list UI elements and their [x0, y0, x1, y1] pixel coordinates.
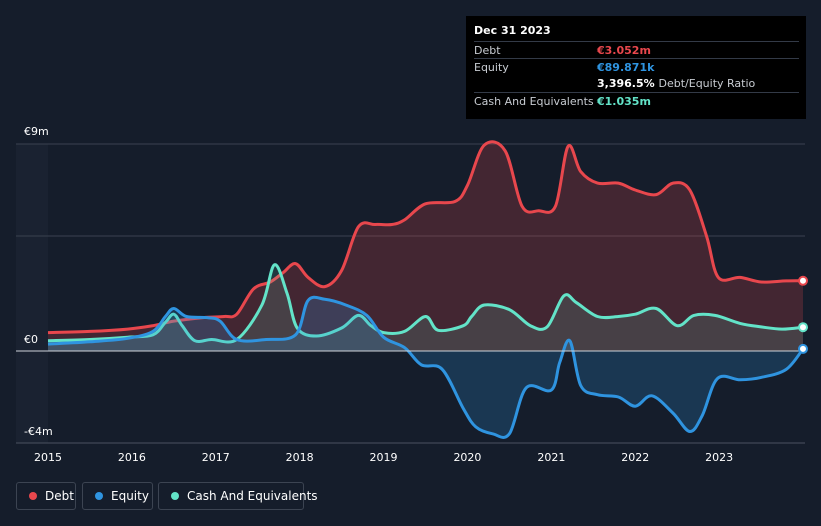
y-tick-label: -€4m — [24, 425, 53, 438]
tooltip-row-cash: Cash And Equivalents €1.035m — [474, 92, 799, 110]
tooltip-equity-value: €89.871k — [597, 61, 655, 74]
x-tick-label: 2020 — [453, 451, 481, 464]
debt-line — [47, 140, 804, 335]
tooltip-row-ratio: 3,396.5% Debt/Equity Ratio — [474, 75, 799, 92]
tooltip-ratio-line: 3,396.5% Debt/Equity Ratio — [597, 77, 755, 90]
x-tick-label: 2019 — [370, 451, 398, 464]
tooltip-cash-label: Cash And Equivalents — [474, 95, 594, 108]
cash-end-marker — [798, 322, 808, 333]
x-tick-label: 2022 — [621, 451, 649, 464]
tooltip-debt-label: Debt — [474, 44, 501, 57]
x-tick-label: 2017 — [202, 451, 230, 464]
x-tick-label: 2023 — [705, 451, 733, 464]
tooltip: Dec 31 2023 Debt €3.052m Equity €89.871k… — [466, 16, 806, 119]
tooltip-cash-value: €1.035m — [597, 95, 651, 108]
tooltip-row-debt: Debt €3.052m — [474, 41, 799, 59]
legend-debt[interactable]: Debt — [16, 482, 76, 510]
debt-area — [48, 141, 803, 351]
tooltip-equity-label: Equity — [474, 61, 509, 74]
tooltip-ratio-label: Debt/Equity Ratio — [658, 77, 756, 90]
legend-equity[interactable]: Equity — [82, 482, 153, 510]
legend-equity-label: Equity — [111, 489, 149, 503]
tooltip-debt-value: €3.052m — [597, 44, 651, 57]
cash-line — [47, 263, 804, 344]
legend-cash[interactable]: Cash And Equivalents — [158, 482, 318, 510]
legend-debt-marker — [29, 492, 37, 500]
legend-debt-label: Debt — [45, 489, 74, 503]
x-tick-label: 2016 — [118, 451, 146, 464]
y-tick-label: €0 — [24, 333, 38, 346]
y-tick-label: €9m — [24, 125, 49, 138]
debt-end-marker — [798, 275, 808, 286]
equity-area — [48, 297, 803, 438]
equity-line — [47, 295, 805, 439]
tooltip-row-equity: Equity €89.871k — [474, 58, 799, 76]
legend-cash-marker — [171, 492, 179, 500]
equity-end-marker — [798, 343, 808, 354]
legend-cash-label: Cash And Equivalents — [187, 489, 318, 503]
tooltip-ratio-value: 3,396.5% — [597, 77, 655, 90]
plot-area — [16, 144, 805, 443]
x-tick-label: 2015 — [34, 451, 62, 464]
tooltip-date: Dec 31 2023 — [474, 24, 551, 37]
x-tick-label: 2021 — [537, 451, 565, 464]
cash-area — [48, 264, 803, 351]
x-tick-label: 2018 — [286, 451, 314, 464]
plot-left-band — [16, 144, 48, 443]
legend-equity-marker — [95, 492, 103, 500]
